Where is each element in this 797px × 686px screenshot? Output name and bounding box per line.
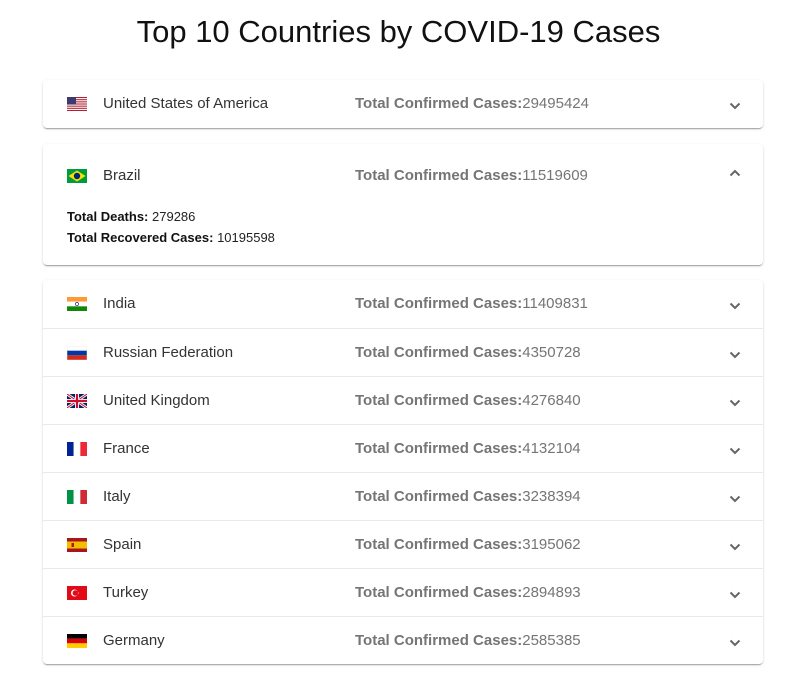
uk-flag-icon xyxy=(67,394,87,408)
country-name: Italy xyxy=(103,488,131,505)
confirmed-cases-value: 29495424 xyxy=(522,95,589,112)
italy-flag-icon xyxy=(67,490,87,504)
country-name: France xyxy=(103,440,150,457)
confirmed-cases-value: 2894893 xyxy=(522,584,581,601)
confirmed-cases-value: 2585385 xyxy=(522,632,581,649)
confirmed-cases-label: Total Confirmed Cases: xyxy=(355,344,523,361)
us-flag-icon xyxy=(67,97,87,111)
confirmed-cases-value: 3195062 xyxy=(522,536,581,553)
confirmed-cases-label: Total Confirmed Cases: xyxy=(355,95,523,112)
chevron-down-icon[interactable] xyxy=(727,635,743,651)
accordion-row-india[interactable]: India Total Confirmed Cases:11409831 xyxy=(43,280,763,328)
confirmed-cases: Total Confirmed Cases:4350728 xyxy=(355,344,581,362)
accordion-row-france[interactable]: France Total Confirmed Cases:4132104 xyxy=(43,424,763,472)
chevron-down-icon[interactable] xyxy=(727,443,743,459)
accordion-row-spain[interactable]: Spain Total Confirmed Cases:3195062 xyxy=(43,520,763,568)
accordion-row-turkey[interactable]: Turkey Total Confirmed Cases:2894893 xyxy=(43,568,763,616)
panel-group-bottom: India Total Confirmed Cases:11409831 Rus… xyxy=(43,280,763,664)
panel-group-expanded: Brazil Total Confirmed Cases:11519609 To… xyxy=(43,144,763,265)
accordion-row-russia[interactable]: Russian Federation Total Confirmed Cases… xyxy=(43,328,763,376)
turkey-flag-icon xyxy=(67,586,87,600)
total-recovered-label: Total Recovered Cases: xyxy=(67,230,214,245)
accordion-row-uk[interactable]: United Kingdom Total Confirmed Cases:427… xyxy=(43,376,763,424)
germany-flag-icon xyxy=(67,634,87,648)
confirmed-cases-label: Total Confirmed Cases: xyxy=(355,488,523,505)
country-name: Brazil xyxy=(103,167,141,184)
confirmed-cases: Total Confirmed Cases:29495424 xyxy=(355,95,589,113)
total-deaths-value: 279286 xyxy=(152,209,196,224)
confirmed-cases-value: 4350728 xyxy=(522,344,581,361)
country-name: Russian Federation xyxy=(103,344,234,361)
country-name: Germany xyxy=(103,632,165,649)
confirmed-cases: Total Confirmed Cases:11519609 xyxy=(355,167,588,185)
country-name: Turkey xyxy=(103,584,149,601)
chevron-down-icon[interactable] xyxy=(727,587,743,603)
chevron-down-icon[interactable] xyxy=(727,347,743,363)
confirmed-cases: Total Confirmed Cases:4276840 xyxy=(355,392,581,410)
confirmed-cases: Total Confirmed Cases:2894893 xyxy=(355,584,581,602)
chevron-down-icon[interactable] xyxy=(727,491,743,507)
total-deaths: Total Deaths: 279286 xyxy=(67,206,739,227)
confirmed-cases-value: 11519609 xyxy=(522,167,588,184)
confirmed-cases-label: Total Confirmed Cases: xyxy=(355,632,523,649)
confirmed-cases-value: 11409831 xyxy=(522,295,588,312)
confirmed-cases: Total Confirmed Cases:4132104 xyxy=(355,440,581,458)
confirmed-cases-label: Total Confirmed Cases: xyxy=(355,392,523,409)
confirmed-cases: Total Confirmed Cases:11409831 xyxy=(355,295,588,313)
confirmed-cases-label: Total Confirmed Cases: xyxy=(355,536,523,553)
confirmed-cases-value: 4132104 xyxy=(522,440,581,457)
accordion-row-germany[interactable]: Germany Total Confirmed Cases:2585385 xyxy=(43,616,763,664)
brazil-flag-icon xyxy=(67,169,87,183)
accordion-row-usa[interactable]: United States of America Total Confirmed… xyxy=(43,80,763,128)
country-name: United Kingdom xyxy=(103,392,210,409)
chevron-up-icon[interactable] xyxy=(727,165,743,181)
india-flag-icon xyxy=(67,297,87,311)
panel-group-top: United States of America Total Confirmed… xyxy=(43,80,763,128)
total-recovered-value: 10195598 xyxy=(217,230,275,245)
page-title: Top 10 Countries by COVID-19 Cases xyxy=(136,14,661,49)
total-recovered: Total Recovered Cases: 10195598 xyxy=(67,227,739,248)
russia-flag-icon xyxy=(67,346,87,360)
expanded-details: Total Deaths: 279286 Total Recovered Cas… xyxy=(43,200,763,265)
confirmed-cases-value: 4276840 xyxy=(522,392,581,409)
chevron-down-icon[interactable] xyxy=(727,395,743,411)
chevron-down-icon[interactable] xyxy=(727,298,743,314)
confirmed-cases-label: Total Confirmed Cases: xyxy=(355,167,523,184)
country-name: Spain xyxy=(103,536,142,553)
spain-flag-icon xyxy=(67,538,87,552)
accordion-row-brazil[interactable]: Brazil Total Confirmed Cases:11519609 xyxy=(43,144,763,200)
chevron-down-icon[interactable] xyxy=(727,539,743,555)
france-flag-icon xyxy=(67,442,87,456)
confirmed-cases: Total Confirmed Cases:2585385 xyxy=(355,632,581,650)
confirmed-cases-value: 3238394 xyxy=(522,488,581,505)
confirmed-cases: Total Confirmed Cases:3195062 xyxy=(355,536,581,554)
accordion-row-italy[interactable]: Italy Total Confirmed Cases:3238394 xyxy=(43,472,763,520)
total-deaths-label: Total Deaths: xyxy=(67,209,149,224)
chevron-down-icon[interactable] xyxy=(727,98,743,114)
country-name: United States of America xyxy=(103,95,269,112)
confirmed-cases-label: Total Confirmed Cases: xyxy=(355,440,523,457)
confirmed-cases-label: Total Confirmed Cases: xyxy=(355,295,523,312)
confirmed-cases-label: Total Confirmed Cases: xyxy=(355,584,523,601)
country-name: India xyxy=(103,295,136,312)
confirmed-cases: Total Confirmed Cases:3238394 xyxy=(355,488,581,506)
